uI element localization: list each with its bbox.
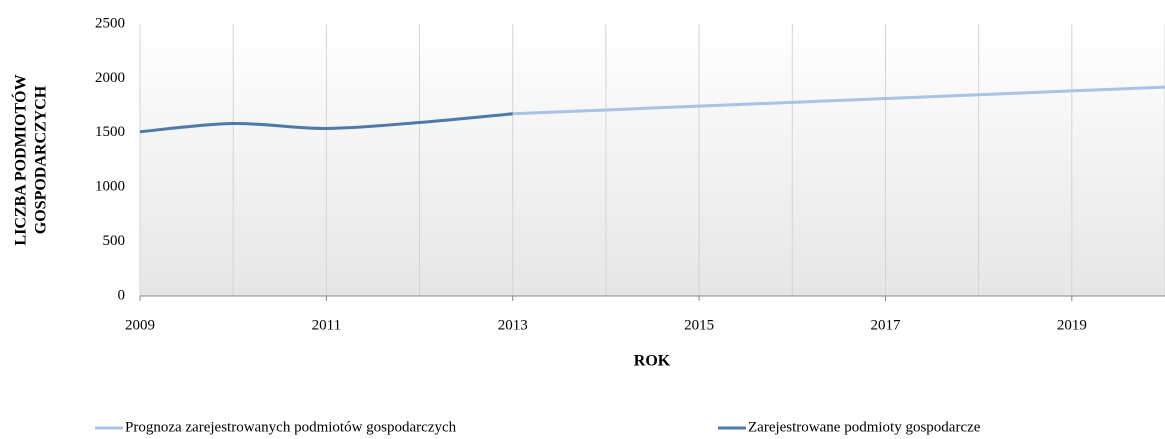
- plot-background: [140, 24, 1165, 296]
- y-tick-label: 500: [103, 233, 126, 249]
- x-tick-label: 2011: [312, 317, 341, 333]
- x-axis-label: ROK: [634, 353, 671, 370]
- x-tick-label: 2015: [684, 317, 714, 333]
- y-axis-label: LICZBA PODMIOTÓW: [11, 74, 30, 245]
- y-tick-label: 2000: [95, 70, 125, 86]
- series-line: [512, 85, 1165, 116]
- y-tick-label: 1000: [95, 179, 125, 195]
- x-tick-label: 2017: [870, 317, 901, 333]
- x-tick-label: 2009: [125, 317, 155, 333]
- series-line: [139, 112, 513, 134]
- legend-label: Zarejestrowane podmioty gospodarcze: [748, 419, 981, 435]
- y-tick-label: 1500: [95, 124, 125, 140]
- x-tick-label: 2013: [498, 317, 528, 333]
- legend-label: Prognoza zarejestrowanych podmiotów gosp…: [125, 419, 457, 435]
- x-tick-label: 2019: [1057, 317, 1087, 333]
- y-axis-label: GOSPODARCZYCH: [33, 85, 50, 234]
- y-tick-label: 0: [118, 287, 126, 303]
- y-tick-label: 2500: [95, 15, 125, 31]
